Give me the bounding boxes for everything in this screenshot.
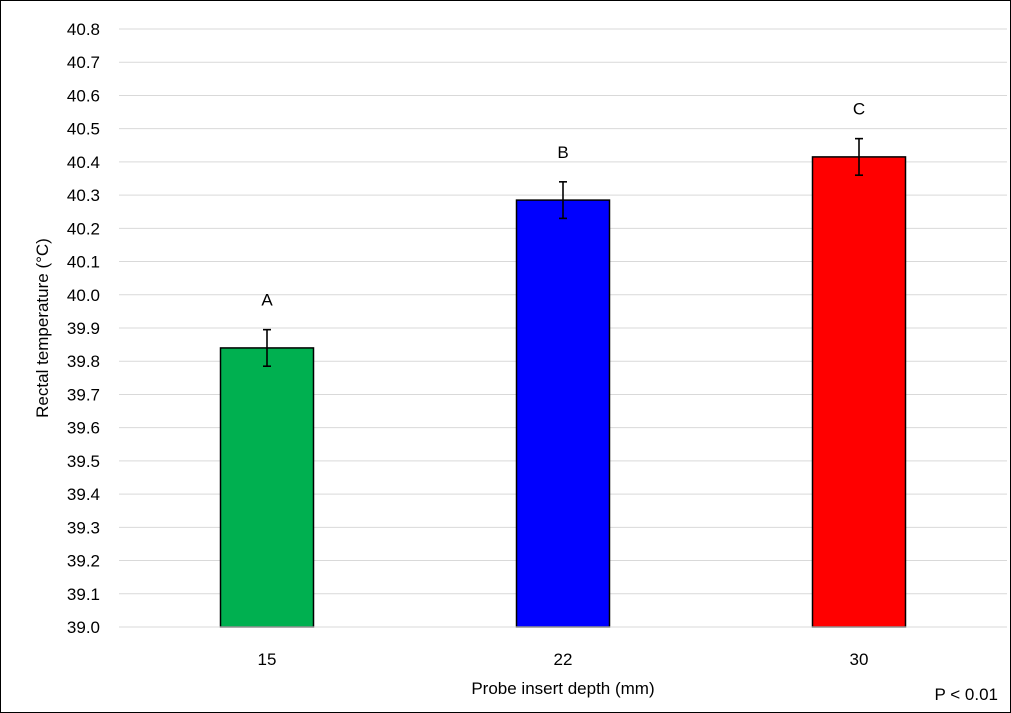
y-tick-label: 40.2	[67, 219, 100, 238]
y-tick-label: 39.5	[67, 452, 100, 471]
group-letter-22: B	[557, 143, 568, 162]
y-tick-label: 40.3	[67, 186, 100, 205]
y-tick-label: 39.1	[67, 585, 100, 604]
y-tick-label: 40.0	[67, 286, 100, 305]
y-axis-title: Rectal temperature (°C)	[33, 238, 52, 418]
x-tick-label-30: 30	[850, 650, 869, 669]
y-tick-label: 39.0	[67, 618, 100, 637]
bar-15	[219, 347, 315, 628]
x-tick-labels: 15 22 30	[258, 650, 869, 669]
y-tick-label: 40.1	[67, 253, 100, 272]
y-tick-label: 40.4	[67, 153, 100, 172]
y-tick-label: 40.6	[67, 86, 100, 105]
y-tick-label: 39.9	[67, 319, 100, 338]
bars	[219, 156, 907, 628]
y-tick-label: 39.4	[67, 485, 100, 504]
y-tick-labels: 39.0 39.1 39.2 39.3 39.4 39.5 39.6 39.7 39.8 39.9…	[67, 20, 100, 637]
p-value-annotation: P < 0.01	[935, 685, 999, 704]
bar-30	[811, 156, 907, 628]
bar-22	[515, 199, 611, 628]
x-axis-title: Probe insert depth (mm)	[471, 679, 654, 698]
y-tick-label: 39.2	[67, 552, 100, 571]
y-tick-label: 40.7	[67, 53, 100, 72]
group-letter-15: A	[261, 291, 273, 310]
error-bars	[263, 137, 863, 368]
x-tick-label-22: 22	[554, 650, 573, 669]
y-tick-label: 39.3	[67, 518, 100, 537]
group-letters: A B C	[261, 100, 865, 310]
group-letter-30: C	[853, 100, 865, 119]
y-tick-label: 39.6	[67, 419, 100, 438]
y-tick-label: 40.8	[67, 20, 100, 39]
y-tick-label: 39.8	[67, 352, 100, 371]
y-tick-label: 40.5	[67, 120, 100, 139]
y-tick-label: 39.7	[67, 385, 100, 404]
x-tick-label-15: 15	[258, 650, 277, 669]
